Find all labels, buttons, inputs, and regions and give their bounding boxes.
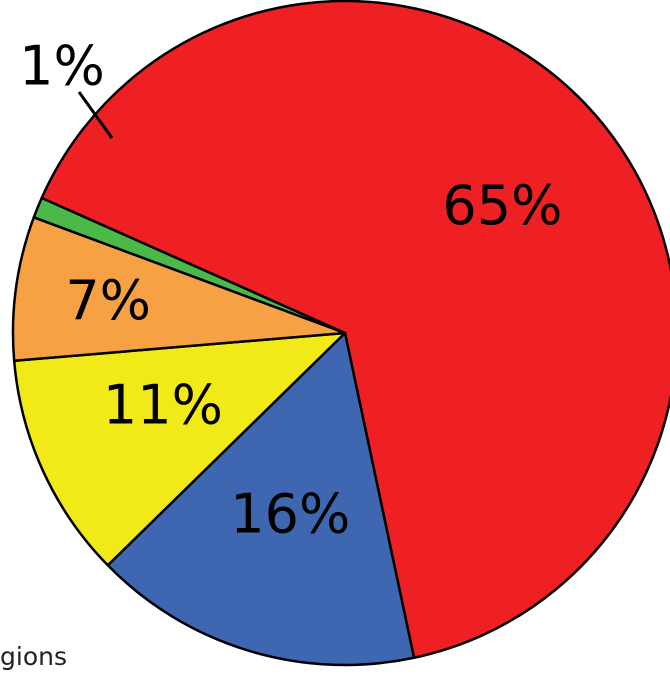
pie-slice-11 [12,331,347,567]
pie-slice-1 [32,196,347,335]
pie-slices [11,0,670,667]
pie-slice-16 [106,331,416,667]
pie-slice-7 [11,216,347,363]
pie-labels: 65% 16%11% 7% 1% [19,35,562,546]
slice-label-16: 16% [230,483,350,546]
pie-slice-65 [40,0,670,659]
leader-line-1 [77,91,114,139]
slice-label-65: 65% [442,174,562,237]
partial-legend-label: gions [0,642,67,671]
slice-label-11: 11% [103,374,223,437]
slice-label-1: 1% [19,35,105,98]
slice-label-7: 7% [65,269,151,332]
